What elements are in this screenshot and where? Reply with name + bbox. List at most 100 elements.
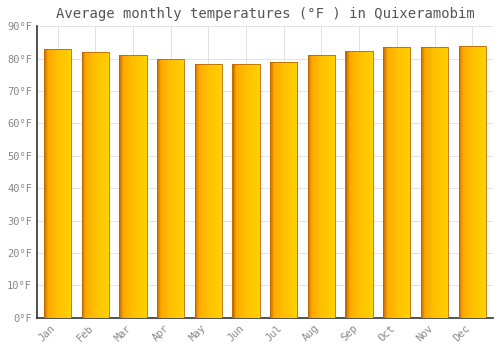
- Bar: [83, 52, 84, 318]
- Bar: [314, 55, 315, 318]
- Bar: [293, 62, 294, 318]
- Bar: [124, 55, 126, 318]
- Bar: [56, 49, 58, 318]
- Bar: [458, 46, 486, 318]
- Bar: [270, 62, 297, 318]
- Bar: [444, 47, 445, 318]
- Bar: [54, 49, 56, 318]
- Bar: [476, 46, 477, 318]
- Bar: [104, 52, 106, 318]
- Bar: [280, 62, 281, 318]
- Bar: [119, 55, 120, 318]
- Bar: [126, 55, 127, 318]
- Bar: [201, 64, 202, 318]
- Bar: [49, 49, 50, 318]
- Bar: [46, 49, 47, 318]
- Bar: [48, 49, 50, 318]
- Bar: [402, 47, 403, 318]
- Bar: [244, 64, 246, 318]
- Bar: [294, 62, 295, 318]
- Bar: [349, 51, 350, 318]
- Bar: [477, 46, 478, 318]
- Bar: [438, 47, 440, 318]
- Bar: [364, 51, 365, 318]
- Bar: [409, 47, 410, 318]
- Bar: [54, 49, 55, 318]
- Bar: [246, 64, 248, 318]
- Bar: [136, 55, 137, 318]
- Bar: [326, 55, 327, 318]
- Bar: [138, 55, 139, 318]
- Bar: [167, 59, 168, 318]
- Bar: [165, 59, 166, 318]
- Bar: [440, 47, 441, 318]
- Bar: [257, 64, 258, 318]
- Bar: [242, 64, 244, 318]
- Bar: [364, 51, 366, 318]
- Bar: [132, 55, 133, 318]
- Bar: [384, 47, 385, 318]
- Bar: [283, 62, 284, 318]
- Bar: [232, 64, 260, 318]
- Bar: [141, 55, 142, 318]
- Bar: [245, 64, 246, 318]
- Bar: [214, 64, 216, 318]
- Bar: [124, 55, 125, 318]
- Bar: [296, 62, 298, 318]
- Bar: [98, 52, 99, 318]
- Bar: [252, 64, 254, 318]
- Bar: [270, 62, 272, 318]
- Bar: [128, 55, 130, 318]
- Bar: [241, 64, 242, 318]
- Bar: [102, 52, 103, 318]
- Bar: [212, 64, 214, 318]
- Bar: [270, 62, 271, 318]
- Bar: [202, 64, 203, 318]
- Bar: [159, 59, 160, 318]
- Bar: [248, 64, 250, 318]
- Bar: [122, 55, 124, 318]
- Bar: [360, 51, 362, 318]
- Bar: [320, 55, 321, 318]
- Bar: [426, 47, 428, 318]
- Bar: [330, 55, 331, 318]
- Bar: [471, 46, 472, 318]
- Bar: [324, 55, 325, 318]
- Bar: [370, 51, 371, 318]
- Bar: [163, 59, 164, 318]
- Bar: [365, 51, 366, 318]
- Bar: [284, 62, 286, 318]
- Bar: [95, 52, 96, 318]
- Bar: [276, 62, 277, 318]
- Bar: [435, 47, 436, 318]
- Bar: [216, 64, 218, 318]
- Bar: [295, 62, 296, 318]
- Bar: [329, 55, 330, 318]
- Bar: [63, 49, 64, 318]
- Bar: [433, 47, 434, 318]
- Bar: [137, 55, 138, 318]
- Bar: [120, 55, 122, 318]
- Bar: [333, 55, 334, 318]
- Bar: [210, 64, 211, 318]
- Bar: [438, 47, 439, 318]
- Bar: [429, 47, 430, 318]
- Bar: [401, 47, 402, 318]
- Bar: [355, 51, 356, 318]
- Bar: [232, 64, 234, 318]
- Bar: [392, 47, 394, 318]
- Bar: [161, 59, 162, 318]
- Bar: [52, 49, 54, 318]
- Bar: [484, 46, 486, 318]
- Bar: [478, 46, 480, 318]
- Bar: [133, 55, 134, 318]
- Bar: [432, 47, 434, 318]
- Bar: [278, 62, 279, 318]
- Bar: [466, 46, 468, 318]
- Bar: [178, 59, 180, 318]
- Bar: [442, 47, 444, 318]
- Bar: [390, 47, 391, 318]
- Bar: [352, 51, 353, 318]
- Bar: [472, 46, 473, 318]
- Bar: [397, 47, 398, 318]
